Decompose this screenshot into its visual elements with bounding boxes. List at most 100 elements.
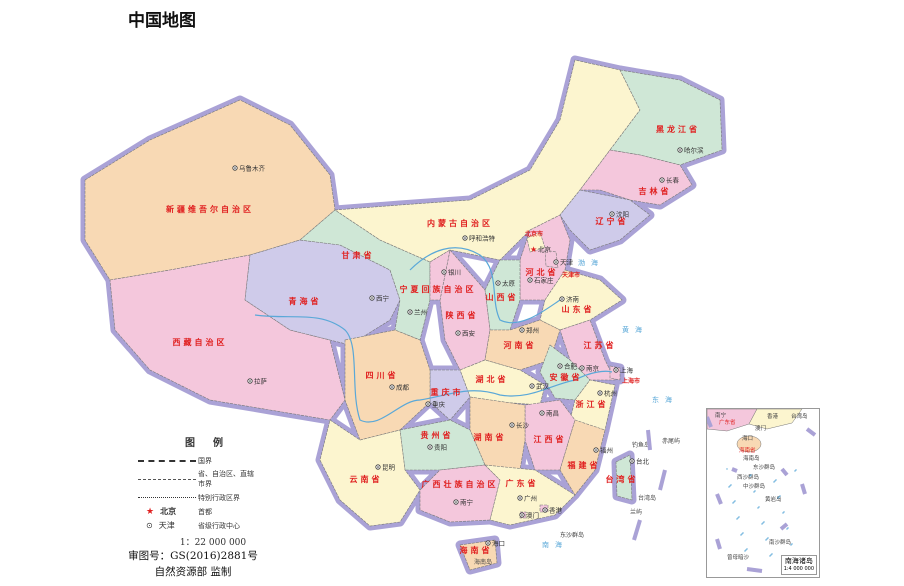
province-label: 吉林省 (639, 186, 672, 196)
island-dot (770, 554, 772, 556)
capital-label: 拉萨 (254, 377, 268, 386)
national-border-symbol (138, 459, 196, 462)
province-label: 西藏自治区 (173, 337, 228, 347)
provincial-capital: 合肥 (557, 362, 578, 371)
province-label: 内蒙古自治区 (427, 218, 493, 228)
province-label: 陕西省 (446, 310, 479, 320)
island-dot (740, 534, 742, 536)
capital-label: 太原 (502, 279, 516, 288)
legend-provincial-center: ⊙ 天津 省级行政中心 (146, 521, 240, 530)
provincial-capital: 郑州 (519, 327, 539, 335)
provincial-capital: 哈尔滨 (677, 146, 704, 155)
inset-place-label: 南宁 (715, 411, 727, 419)
capital-label: 成都 (396, 383, 410, 392)
provincial-capital: 昆明 (375, 464, 396, 472)
sea-label: 东海 (652, 395, 678, 404)
map-footer: 审图号：GS(2016)2881号 自然资源部 监制 (118, 548, 268, 580)
province-region[interactable] (344, 329, 431, 441)
capital-label: 澳门 (526, 511, 539, 520)
capital-label: 西安 (462, 329, 476, 338)
province-label: 浙江省 (576, 399, 609, 409)
map-scale: 1：22 000 000 (179, 538, 247, 548)
province-region[interactable] (484, 319, 561, 371)
provincial-capital: 乌鲁木齐 (232, 164, 266, 173)
capital-label: 兰州 (414, 308, 427, 317)
province-region[interactable] (419, 464, 501, 523)
island-dot (744, 550, 746, 552)
island-dot (782, 512, 784, 514)
island-dot (774, 480, 776, 482)
river (254, 314, 613, 423)
capital-label: 西宁 (376, 294, 390, 303)
inset-place-label: 澳门 (755, 424, 766, 432)
municipality-label: 上海市 (622, 377, 640, 385)
province-label: 江苏省 (584, 340, 617, 350)
island-dot (790, 544, 792, 546)
provincial-capital: 沈阳 (609, 210, 629, 219)
capital-label: 北京 (538, 245, 552, 254)
province-label: 广西壮族自治区 (422, 479, 499, 489)
provincial-capital: 澳门 (519, 511, 539, 520)
sea-label: 南海 (542, 540, 568, 549)
provincial-capital: 呼和浩特 (462, 234, 496, 243)
inset-maritime-boundary (746, 567, 763, 573)
provincial-capital: 福州 (593, 446, 613, 455)
province-region[interactable] (579, 149, 693, 206)
island-dot (736, 518, 738, 520)
sea-label: 渤海 (578, 258, 604, 267)
province-region[interactable] (319, 419, 421, 527)
province-region[interactable] (399, 419, 486, 471)
province-region[interactable] (615, 454, 633, 501)
province-label: 四川省 (366, 370, 399, 380)
province-label: 福建省 (567, 460, 601, 470)
legend: 图例 国界 省、自治区、直辖市界 特别行政区界 ★ 北京 首都 ⊙ 天津 省级行政中心 … (138, 434, 288, 548)
province-label: 湖北省 (476, 374, 509, 384)
province-region[interactable] (559, 419, 606, 496)
island-dot (769, 555, 771, 557)
provincial-capital: 香港 (542, 506, 563, 515)
island-label: 兰屿 (630, 508, 642, 516)
island-dot (726, 468, 728, 470)
inset-place-label: 中沙群岛 (743, 482, 766, 490)
provincial-capital: 上海 (613, 366, 634, 375)
inset-maritime-boundary (731, 467, 738, 473)
inset-maritime-boundary (715, 493, 723, 505)
province-region[interactable] (559, 189, 651, 251)
island-dot (761, 523, 763, 525)
province-region[interactable] (459, 539, 498, 571)
inset-place-label: 海口 (742, 434, 753, 442)
provincial-capital: 天津 (553, 259, 574, 267)
inset-guangxi (706, 408, 758, 432)
capital-label: 南昌 (546, 409, 559, 418)
provincial-capital: 西宁 (369, 294, 390, 303)
island-dot (734, 500, 736, 502)
province-region[interactable] (244, 239, 401, 346)
island-dot (738, 516, 740, 518)
inset-place-label: 海南岛 (743, 454, 760, 462)
capital-label: 天津 (560, 259, 574, 267)
island-dot (777, 497, 779, 499)
province-region[interactable] (484, 259, 521, 331)
capital-label: 银川 (448, 268, 461, 277)
province-label: 江西省 (534, 434, 567, 444)
island-dot (754, 490, 756, 492)
island-dot (732, 502, 734, 504)
island-dot (733, 501, 735, 503)
province-region[interactable] (429, 249, 451, 301)
island-dot (753, 491, 755, 493)
province-region[interactable] (484, 464, 576, 526)
province-label: 新疆维吾尔自治区 (166, 204, 254, 214)
inset-maritime-boundary (705, 416, 713, 428)
island-dot (771, 553, 773, 555)
island-dot (794, 470, 796, 472)
province-label: 黑龙江省 (656, 124, 700, 134)
province-label: 安徽省 (550, 372, 583, 382)
inset-label: 南海诸岛 1:4 000 000 (780, 555, 817, 575)
inset-place-label: 广东省 (719, 418, 736, 426)
provincial-capital: 长沙 (509, 421, 530, 430)
south-china-sea-inset: 南宁 广东省 香港 澳门 海口 海南省 海南岛 东沙群岛 西沙群岛 中沙群岛 黄岩岛 南沙群岛 曾母暗沙… (705, 408, 820, 578)
island-dot (741, 533, 743, 535)
provincial-capital: 南京 (579, 364, 600, 373)
capital-label: 郑州 (526, 327, 539, 335)
province-region[interactable] (526, 231, 546, 253)
